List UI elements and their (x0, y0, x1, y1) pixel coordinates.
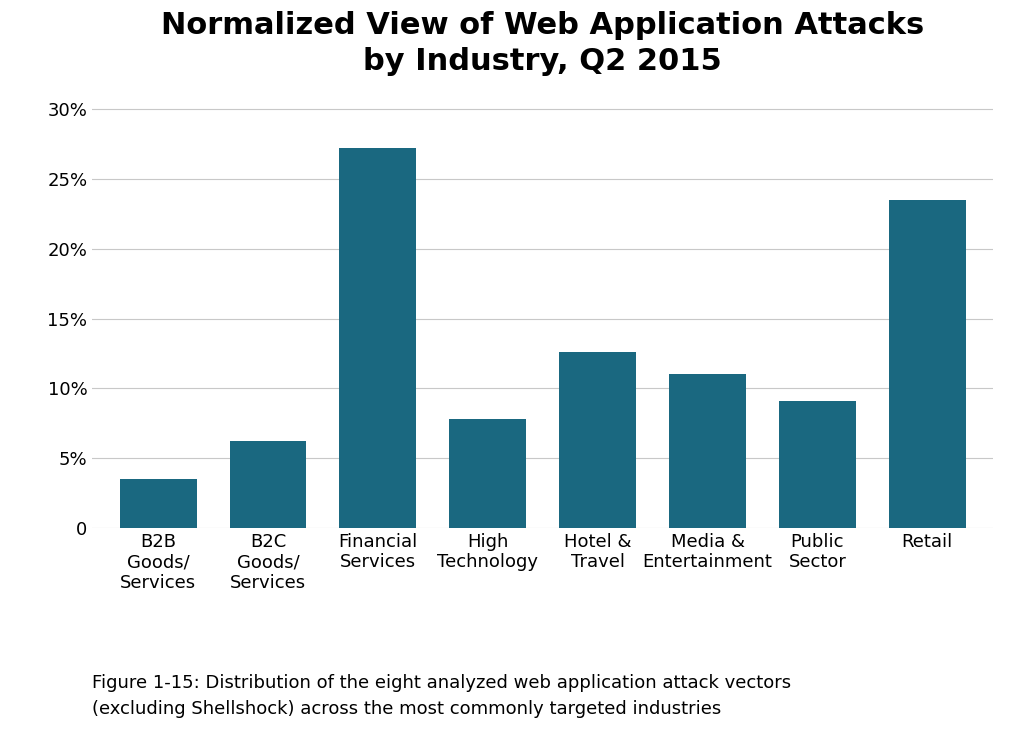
Bar (559, 352, 636, 528)
Bar (229, 441, 306, 528)
Text: Figure 1-15: Distribution of the eight analyzed web application attack vectors
(: Figure 1-15: Distribution of the eight a… (92, 674, 792, 718)
Bar (339, 148, 417, 528)
Bar (450, 419, 526, 528)
Bar (779, 401, 856, 528)
Bar (889, 200, 966, 528)
Bar (120, 479, 197, 528)
Title: Normalized View of Web Application Attacks
by Industry, Q2 2015: Normalized View of Web Application Attac… (161, 12, 925, 76)
Bar (669, 375, 746, 528)
